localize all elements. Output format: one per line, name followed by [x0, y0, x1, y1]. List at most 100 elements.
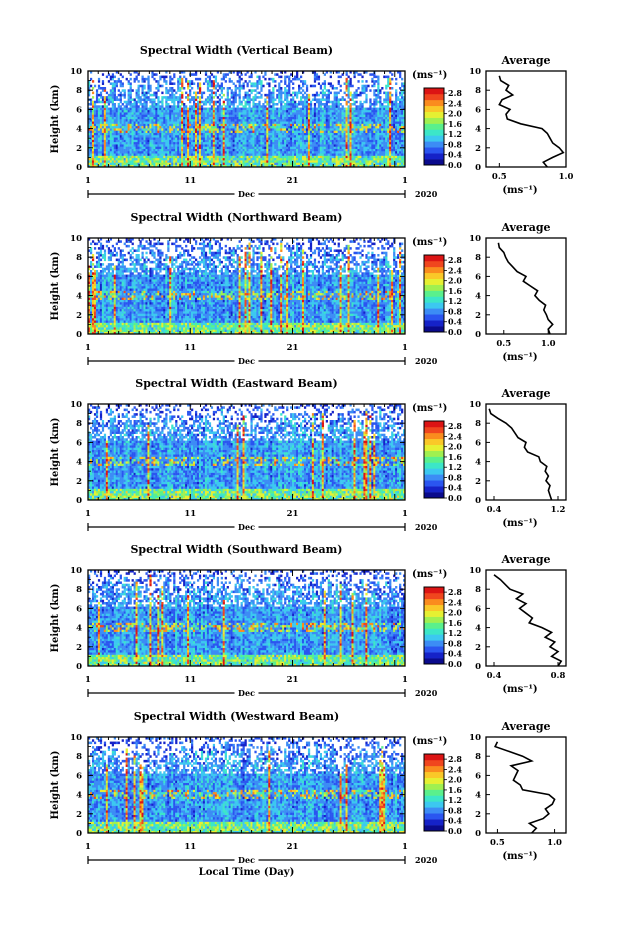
heatmap-cell	[322, 133, 324, 136]
heatmap-cell	[215, 146, 217, 149]
heatmap-cell	[367, 112, 369, 115]
heatmap-cell	[247, 151, 249, 154]
heatmap-cell	[288, 87, 290, 90]
heatmap-cell	[112, 82, 114, 85]
heatmap-cell	[155, 158, 157, 161]
heatmap-cell	[221, 119, 223, 122]
heatmap-cell	[213, 87, 215, 90]
heatmap-cell	[145, 114, 147, 117]
heatmap-cell	[350, 110, 352, 113]
heatmap-cell	[352, 117, 354, 120]
heatmap-cell	[294, 135, 296, 138]
heatmap-cell	[241, 78, 243, 81]
heatmap-cell	[338, 98, 340, 101]
heatmap-cell	[266, 149, 268, 152]
heatmap-cell	[262, 146, 264, 149]
heatmap-cell	[217, 140, 219, 143]
heatmap-cell	[175, 105, 177, 108]
heatmap-cell	[237, 119, 239, 122]
heatmap-cell	[241, 137, 243, 140]
heatmap-cell	[141, 142, 143, 145]
heatmap-cell	[207, 124, 209, 127]
heatmap-cell	[332, 114, 334, 117]
heatmap-cell	[141, 160, 143, 163]
heatmap-cell	[153, 151, 155, 154]
heatmap-cell	[124, 140, 126, 143]
heatmap-cell	[147, 130, 149, 133]
heatmap-cell	[163, 121, 165, 124]
heatmap-cell	[371, 151, 373, 154]
heatmap-cell	[205, 78, 207, 81]
heatmap-cell	[371, 130, 373, 133]
heatmap-cell	[250, 144, 252, 147]
heatmap-cell	[173, 130, 175, 133]
heatmap-cell	[124, 153, 126, 156]
heatmap-cell	[102, 130, 104, 133]
heatmap-cell	[280, 128, 282, 131]
heatmap-cell	[352, 110, 354, 113]
heatmap-cell	[239, 160, 241, 163]
heatmap-cell	[110, 137, 112, 140]
heatmap-cell	[205, 158, 207, 161]
heatmap-cell	[280, 94, 282, 97]
heatmap-cell	[326, 94, 328, 97]
heatmap-cell	[367, 85, 369, 88]
heatmap-cell	[132, 160, 134, 163]
heatmap-cell	[161, 126, 163, 129]
heatmap-cell	[282, 105, 284, 108]
heatmap-cell	[371, 158, 373, 161]
heatmap-cell	[272, 80, 274, 83]
heatmap-cell	[193, 133, 195, 136]
heatmap-cell	[187, 82, 189, 85]
heatmap-cell	[258, 112, 260, 115]
heatmap-cell	[126, 151, 128, 154]
heatmap-cell	[379, 144, 381, 147]
heatmap-cell	[344, 153, 346, 156]
heatmap-cell	[316, 92, 318, 95]
heatmap-cell	[205, 144, 207, 147]
heatmap-cell	[286, 144, 288, 147]
heatmap-cell	[334, 117, 336, 120]
heatmap-cell	[355, 110, 357, 113]
heatmap-cell	[359, 137, 361, 140]
heatmap-cell	[365, 94, 367, 97]
heatmap-cell	[306, 124, 308, 127]
heatmap-cell	[247, 117, 249, 120]
heatmap-cell	[134, 153, 136, 156]
heatmap-cell	[153, 101, 155, 104]
heatmap-cell	[278, 133, 280, 136]
heatmap-cell	[338, 92, 340, 95]
heatmap-cell	[102, 162, 104, 165]
heatmap-cell	[338, 137, 340, 140]
heatmap-cell	[203, 153, 205, 156]
heatmap-cell	[268, 153, 270, 156]
heatmap-cell	[106, 112, 108, 115]
heatmap-cell	[359, 158, 361, 161]
heatmap-cell	[213, 158, 215, 161]
heatmap-cell	[233, 128, 235, 131]
heatmap-cell	[153, 124, 155, 127]
heatmap-cell	[229, 162, 231, 165]
heatmap-cell	[108, 135, 110, 138]
heatmap-cell	[363, 89, 365, 92]
heatmap-cell	[149, 124, 151, 127]
heatmap-cell	[157, 80, 159, 83]
heatmap-cell	[231, 130, 233, 133]
heatmap-cell	[143, 103, 145, 106]
heatmap-cell	[211, 117, 213, 120]
heatmap-cell	[147, 76, 149, 79]
heatmap-cell	[266, 160, 268, 163]
heatmap-cell	[145, 110, 147, 113]
heatmap-cell	[167, 105, 169, 108]
heatmap-cell	[175, 160, 177, 163]
heatmap-cell	[112, 146, 114, 149]
heatmap-cell	[306, 137, 308, 140]
heatmap-cell	[338, 151, 340, 154]
heatmap-cell	[258, 105, 260, 108]
heatmap-cell	[264, 124, 266, 127]
heatmap-cell	[363, 158, 365, 161]
heatmap-cell	[102, 119, 104, 122]
heatmap-cell	[324, 137, 326, 140]
heatmap-cell	[262, 151, 264, 154]
heatmap-cell	[151, 142, 153, 145]
